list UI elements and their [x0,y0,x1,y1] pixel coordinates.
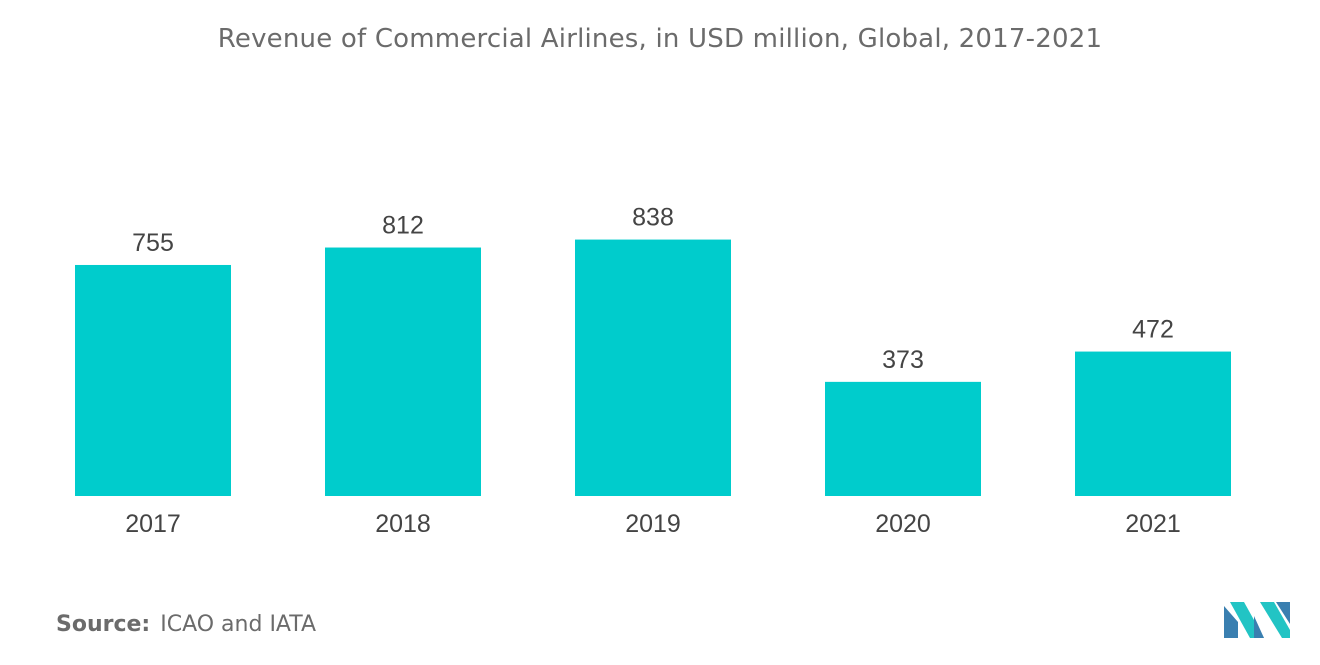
bar-2020 [825,381,981,496]
bars-layer [75,239,1231,496]
value-label-2018: 812 [382,212,424,240]
source-text: ICAO and IATA [160,612,317,637]
company-logo-icon [1224,602,1290,638]
x-tick-label-2018: 2018 [375,510,431,538]
bar-2021 [1075,351,1231,496]
x-tick-label-2020: 2020 [875,510,931,538]
x-tick-label-2017: 2017 [125,510,181,538]
source-note: Source: ICAO and IATA [56,612,316,637]
x-tick-label-2021: 2021 [1125,510,1181,538]
bar-2017 [75,264,231,496]
source-label: Source: [56,612,151,637]
value-label-2019: 838 [632,204,674,232]
value-label-2020: 373 [882,346,924,374]
value-label-2017: 755 [132,229,174,257]
bar-chart: 755 812 838 373 472 2017 2018 2019 2020 2021 [75,204,1231,538]
x-tick-label-2019: 2019 [625,510,681,538]
chart-title: Revenue of Commercial Airlines, in USD m… [217,24,1103,54]
value-label-2021: 472 [1132,316,1174,344]
bar-2019 [575,239,731,496]
x-axis-ticks-layer: 2017 2018 2019 2020 2021 [125,510,1181,538]
value-labels-layer: 755 812 838 373 472 [132,204,1174,374]
bar-2018 [325,247,481,496]
